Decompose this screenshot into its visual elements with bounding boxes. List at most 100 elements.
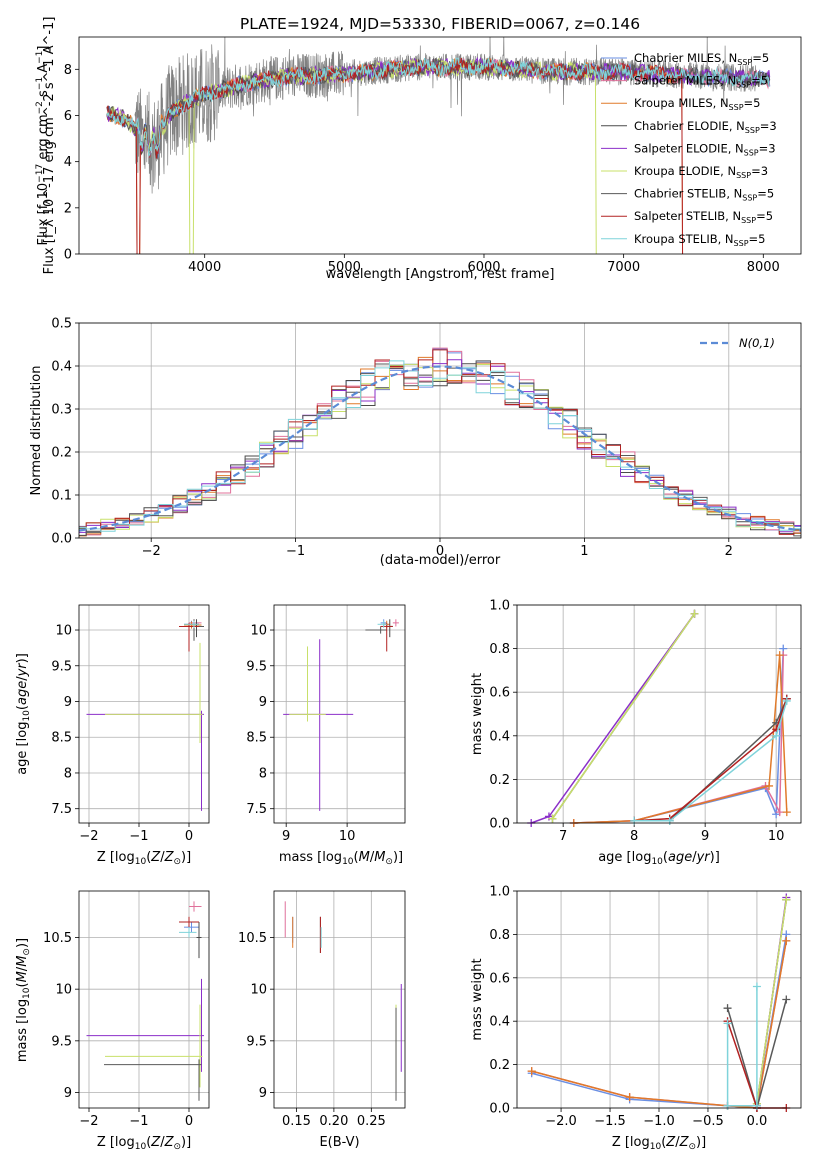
x-tick-label: 0.15 [282,1114,311,1129]
y-tick-label: 0.8 [489,642,510,657]
x-tick-label: 5000 [328,260,361,275]
legend-label: Salpeter MILES, NSSP=5 [634,74,768,90]
errorbar-point [386,619,393,638]
y-tick-label: 0.4 [489,729,510,744]
weight-vs-age-frame [516,604,802,824]
y-tick-label: 8.5 [246,731,267,746]
x-axis-label: Z [log10(Z/Z⊙)] [97,850,191,867]
errorbar-point [365,626,387,634]
y-tick-label: 0.2 [489,773,510,788]
legend-label: Kroupa STELIB, NSSP=5 [634,232,765,248]
weight-marker [772,731,781,740]
x-tick-label: 8000 [747,260,780,275]
x-tick-label: 0 [436,544,444,559]
errorbar-point [283,639,354,811]
y-tick-label: 7.5 [51,802,72,817]
weight-marker [527,1067,536,1076]
errorbar-point [105,642,203,743]
y-tick-label: 2 [64,201,72,216]
weight-line [551,613,696,820]
errorbar-point [191,619,202,638]
mass-vs-EBV-axes: 0.15 0.20 0.25 9 9.5 10 10.5 [238,891,405,1129]
y-tick-label: 8 [64,63,72,78]
histogram-step [79,349,801,535]
y-tick-label: 0.0 [489,817,510,832]
y-tick-label: 8 [64,766,72,781]
x-axis-label: E(B-V) [319,1135,359,1150]
model-spectrum-line [106,57,771,159]
histogram-step [79,359,801,533]
y-axis-label: mass weight [470,673,485,755]
x-tick-label: −1.5 [594,1114,626,1129]
spectrum-axes: 4000 5000 6000 7000 8000 0 2 4 6 8 [64,63,780,275]
y-axis-label: mass [log10(M/M⊙)] [15,938,32,1062]
weight-marker [723,1019,732,1028]
legend-label: Kroupa ELODIE, NSSP=3 [634,164,768,180]
y-tick-label: 0.4 [51,360,72,375]
y-tick-label: 0.0 [489,1102,510,1117]
y-tick-label: 9 [259,695,267,710]
y-tick-label: 9 [64,695,72,710]
y-tick-label: 0.0 [51,532,72,547]
histogram-step [79,347,801,537]
x-axis-label: age [log10(age/yr)] [598,850,720,867]
weight-marker [723,1004,732,1013]
histogram-step [79,356,801,537]
residuals-frame [78,322,802,539]
weight-vs-Z-frame [516,890,802,1109]
y-tick-label: 0.5 [51,317,72,332]
normal-curve [78,365,802,532]
weight-vs-age-axes: 7 8 9 10 0.0 0.2 0.4 0.6 0.8 1.0 [489,599,801,844]
y-tick-label: 8.5 [51,731,72,746]
age-vs-Z-frame [78,604,210,824]
weight-marker [775,651,784,660]
x-axis-label: Z [log10(Z/Z⊙)] [612,1135,706,1152]
x-tick-label: −2 [79,1114,98,1129]
errorbar-point [179,622,199,652]
errorbar-point [86,710,204,811]
histogram-step [79,360,801,532]
weight-marker [775,808,784,817]
legend: Chabrier MILES, NSSP=5 Salpeter MILES, NS… [601,51,777,248]
mass-vs-EBV-frame [273,890,406,1109]
y-tick-label: 10 [250,624,267,639]
x-tick-label: 10 [339,829,356,844]
x-tick-label: 0.20 [319,1114,348,1129]
weight-line [573,655,788,824]
errorbar-point [184,621,202,629]
weight-marker [625,1093,634,1102]
weight-marker [690,609,699,618]
weight-line [634,700,788,822]
legend-label: Salpeter ELODIE, NSSP=3 [634,141,776,157]
legend-label: Chabrier ELODIE, NSSP=3 [634,119,777,135]
mass-vs-Z-axes: −2 −1 0 9 9.5 10 10.5 [43,891,209,1129]
weight-marker [782,808,791,817]
x-tick-label: 2 [725,544,733,559]
x-tick-label: −0.5 [692,1114,724,1129]
y-tick-label: 6 [64,109,72,124]
weight-marker [752,982,761,991]
errorbar-point [184,620,199,628]
errorbar-point [104,1059,202,1101]
y-tick-label: 0.3 [51,403,72,418]
weight-marker [765,781,774,790]
y-tick-label: 1.0 [489,599,510,614]
weight-marker [782,995,791,1004]
y-tick-label: 0.6 [489,971,510,986]
weight-marker [548,814,557,823]
y-tick-label: 10.5 [43,931,72,946]
weight-line [726,986,758,1107]
legend-label: Chabrier STELIB, NSSP=5 [634,187,774,203]
model-spectrum-line [106,56,770,157]
legend-label: Salpeter STELIB, NSSP=5 [634,209,773,225]
errorbar-point [289,646,326,722]
age-vs-mass-frame [273,604,406,824]
weight-marker [752,1101,761,1110]
figure-title: PLATE=1924, MJD=53330, FIBERID=0067, z=0… [240,15,640,33]
x-tick-label: 0 [185,1114,193,1129]
x-tick-label: −1 [129,829,148,844]
weight-line [634,698,788,822]
errorbar-point [392,619,399,627]
errorbar-point [179,916,199,928]
